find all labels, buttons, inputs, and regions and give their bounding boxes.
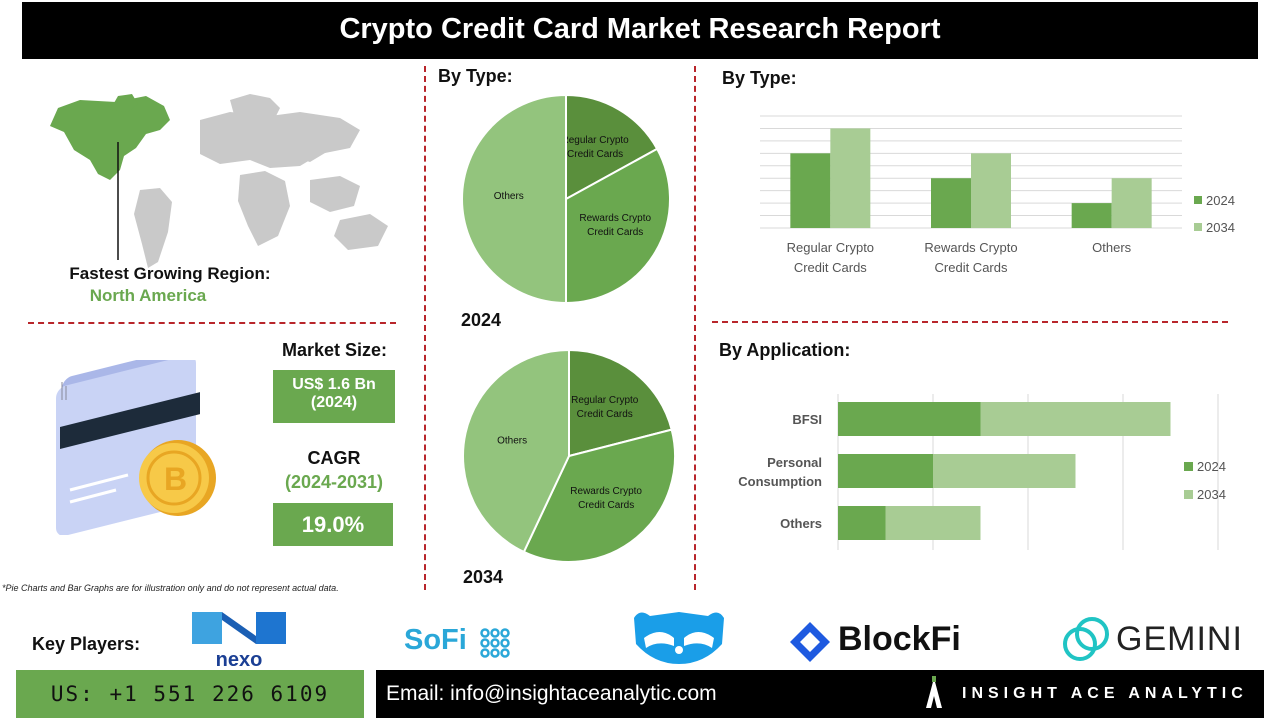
category-label: Others (1092, 240, 1132, 255)
category-label: Rewards Crypto Credit Cards (924, 240, 1017, 275)
pie-slice-label: Rewards Crypto Credit Cards (570, 486, 642, 511)
bar-2034 (830, 128, 871, 228)
category-label: Personal Consumption (738, 455, 822, 489)
sofi-logo: SoFi (404, 624, 514, 664)
nexo-logo: nexo (190, 606, 288, 671)
raccoon-logo-icon (634, 612, 724, 664)
bar-2034 (1111, 178, 1152, 228)
blockfi-logo: BlockFi (788, 620, 978, 664)
bar-2034 (971, 153, 1011, 228)
legend-swatch (1194, 223, 1202, 231)
nexo-wordmark: nexo (215, 649, 263, 671)
cagr-label: CAGR (307, 448, 361, 468)
legend-label: 2034 (1206, 220, 1235, 235)
brand-name: INSIGHT ACE ANALYTIC (962, 685, 1248, 702)
market-size-box: US$ 1.6 Bn (2024) (273, 370, 395, 423)
divider-v1 (424, 66, 426, 590)
pie-slice (461, 93, 567, 305)
phone-number[interactable]: US: +1 551 226 6109 (16, 670, 364, 718)
gemini-wordmark: GEMINI (1116, 620, 1243, 658)
pie-chart-2034: Regular Crypto Credit Cards Rewards Crypto… (462, 348, 676, 563)
pie-slice-label: Regular Crypto Credit Cards (571, 395, 639, 420)
email-address[interactable]: Email: info@insightaceanalytic.com (386, 682, 717, 705)
bar-2024 (931, 178, 971, 228)
pie-slice (565, 93, 659, 201)
bar-2024 (790, 153, 831, 228)
pie-2034-caption: 2034 (463, 567, 504, 587)
bar-2034 (980, 402, 1171, 436)
bar-type-title: By Type: (722, 68, 797, 88)
divider-left (28, 322, 396, 324)
gemini-mark-icon (1063, 617, 1109, 661)
bar-2034 (933, 454, 1076, 488)
pie-section-title: By Type: (438, 66, 513, 86)
footnote: *Pie Charts and Bar Graphs are for illus… (2, 583, 339, 593)
blockfi-wordmark: BlockFi (838, 620, 961, 658)
pie-chart-2024: Regular Crypto Credit Cards Rewards Crypto… (461, 93, 671, 305)
legend-swatch (1184, 462, 1193, 471)
svg-text:B: B (164, 461, 187, 497)
report-title: Crypto Credit Card Market Research Repor… (22, 2, 1258, 59)
legend-swatch (1184, 490, 1193, 499)
pie-slice (568, 348, 673, 458)
pie-2024-caption: 2024 (461, 310, 502, 330)
pie-slice-label: Regular Crypto Credit Cards (561, 135, 629, 160)
legend-label: 2024 (1206, 193, 1235, 208)
region-label: Fastest Growing Region: (69, 264, 271, 283)
market-size-value: US$ 1.6 Bn (292, 376, 376, 393)
crypto-card-illustration: B (56, 360, 216, 535)
pie-slice-label: Others (494, 191, 524, 202)
category-label: Regular Crypto Credit Cards (787, 240, 874, 275)
region-value: North America (89, 286, 207, 305)
world-map (50, 94, 388, 268)
pie-slice (522, 428, 676, 563)
contact-bar: Email: info@insightaceanalytic.com INSIG… (376, 670, 1264, 718)
bar-2024 (1071, 203, 1112, 228)
market-size-label: Market Size: (282, 340, 388, 360)
sofi-dots-icon (480, 628, 510, 658)
legend-label: 2034 (1197, 487, 1226, 502)
legend-swatch (1194, 196, 1202, 204)
cagr-value: 19.0% (273, 503, 393, 546)
cagr-period: (2024-2031) (284, 472, 384, 492)
pie-slice-label: Others (497, 435, 527, 446)
north-america-highlight (50, 94, 170, 180)
sofi-wordmark: SoFi (404, 624, 467, 656)
bar-2024 (838, 506, 886, 540)
legend-label: 2024 (1197, 459, 1226, 474)
insightace-logo-icon (926, 676, 942, 708)
nexo-mark-icon (192, 612, 286, 644)
gemini-logo: GEMINI (1062, 616, 1262, 664)
blockfi-diamond-icon (790, 622, 830, 662)
divider-right (712, 321, 1228, 323)
bar-chart-by-type: Regular Crypto Credit Cards Rewards Crypto… (760, 115, 1235, 275)
divider-v2 (694, 66, 696, 590)
pie-slice (565, 147, 671, 305)
category-label: BFSI (792, 412, 822, 427)
key-players-label: Key Players: (32, 634, 141, 654)
bar-application-title: By Application: (719, 340, 851, 360)
pie-slice (462, 348, 570, 554)
market-size-year: (2024) (310, 394, 358, 411)
bar-2034 (885, 506, 981, 540)
bar-2024 (838, 454, 933, 488)
bar-2024 (838, 402, 981, 436)
bar-chart-by-application: BFSI Personal Consumption Others 2024 2034 (738, 394, 1226, 550)
pie-slice-label: Rewards Crypto Credit Cards (579, 213, 651, 238)
category-label: Others (780, 516, 822, 531)
